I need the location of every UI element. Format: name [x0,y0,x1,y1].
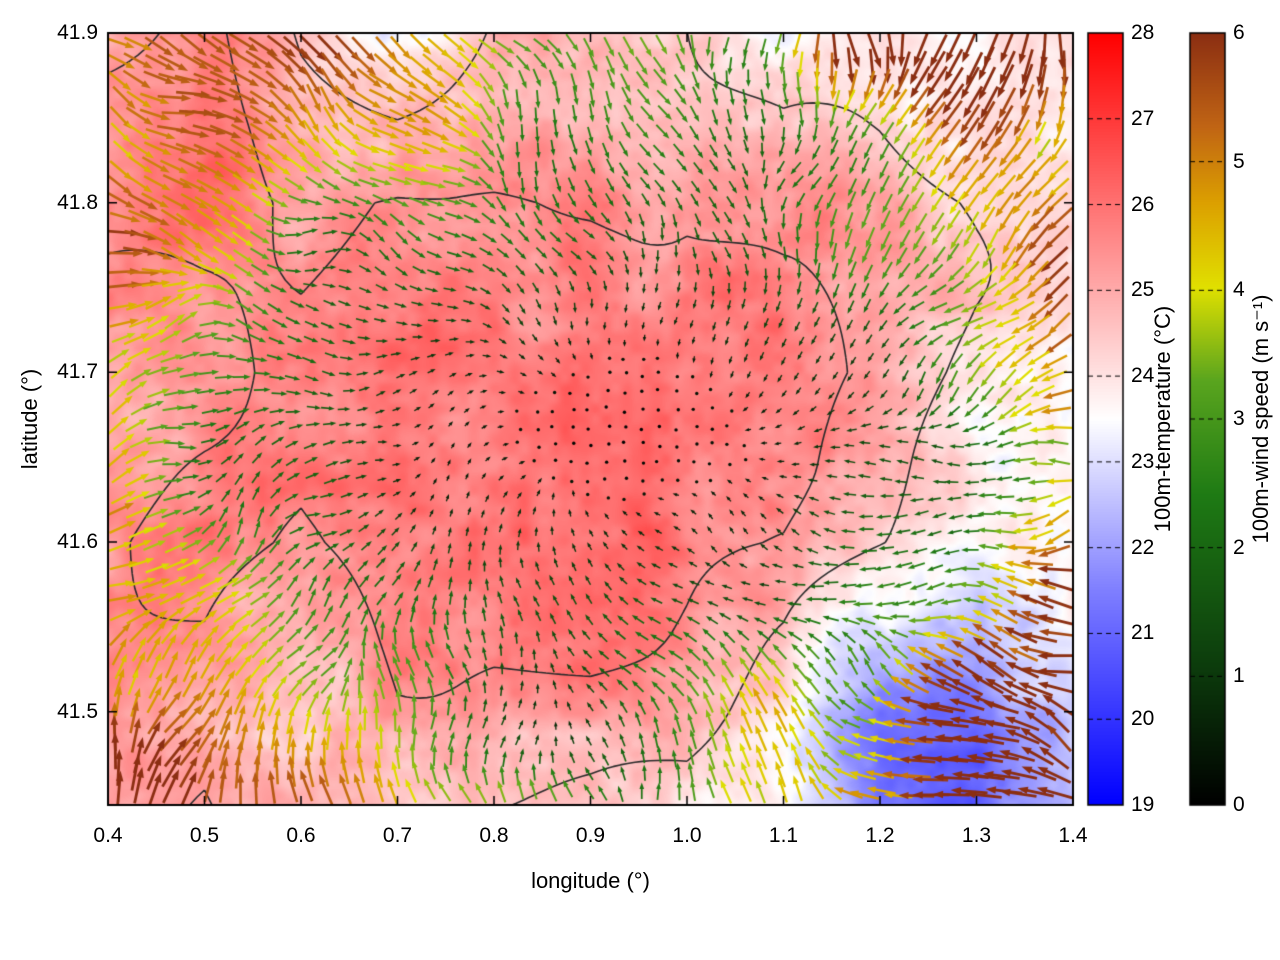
y-axis-title: latitude (°) [17,368,42,470]
temperature-colorbar-title: 100m-temperature (°C) [1150,305,1175,533]
wind-colorbar-title: 100m-wind speed (m s⁻¹) [1248,294,1273,544]
x-axis-title: longitude (°) [531,868,650,893]
